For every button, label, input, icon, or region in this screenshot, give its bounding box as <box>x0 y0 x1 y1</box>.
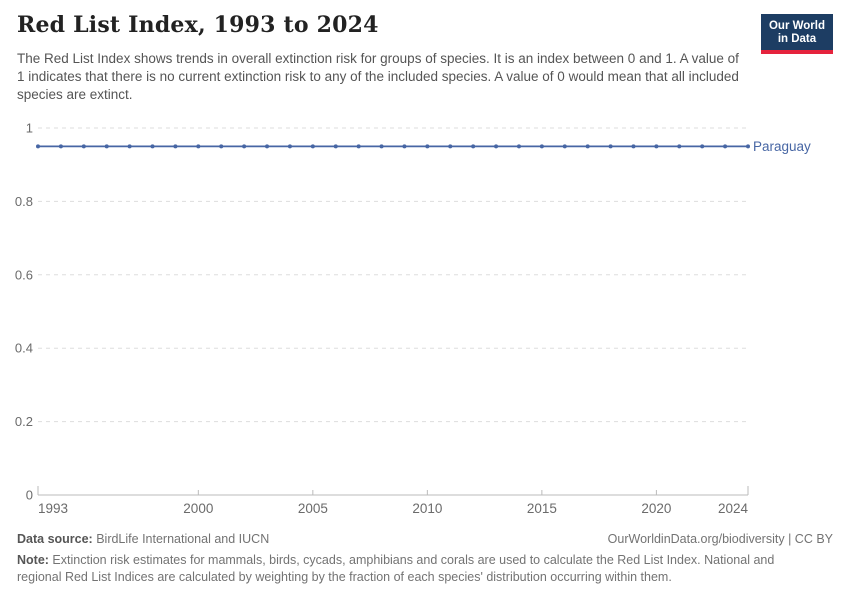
data-point-2012[interactable] <box>471 144 476 149</box>
note-label: Note: <box>17 553 49 567</box>
x-tick-label: 2010 <box>412 501 442 516</box>
data-source: Data source: BirdLife International and … <box>17 531 269 548</box>
data-point-2020[interactable] <box>654 144 659 149</box>
data-point-1998[interactable] <box>150 144 155 149</box>
data-point-2003[interactable] <box>265 144 270 149</box>
data-point-1994[interactable] <box>58 144 63 149</box>
y-tick-label: 0.8 <box>15 194 33 209</box>
data-point-2010[interactable] <box>425 144 430 149</box>
owid-logo[interactable]: Our World in Data <box>760 14 833 54</box>
y-tick-label: 0.4 <box>15 341 33 356</box>
x-tick-label: 2024 <box>718 501 749 516</box>
data-point-2019[interactable] <box>631 144 636 149</box>
y-tick-label: 1 <box>26 121 33 136</box>
note-value: Extinction risk estimates for mammals, b… <box>17 553 775 584</box>
x-tick-label: 1993 <box>38 501 68 516</box>
data-point-1999[interactable] <box>173 144 178 149</box>
data-point-2023[interactable] <box>723 144 728 149</box>
x-tick-label: 2020 <box>641 501 671 516</box>
data-point-1997[interactable] <box>127 144 132 149</box>
x-tick-label: 2015 <box>527 501 557 516</box>
data-point-1995[interactable] <box>81 144 86 149</box>
data-point-2008[interactable] <box>379 144 384 149</box>
data-point-2013[interactable] <box>494 144 499 149</box>
data-point-2009[interactable] <box>402 144 407 149</box>
data-point-2004[interactable] <box>287 144 292 149</box>
chart-note: Note: Extinction risk estimates for mamm… <box>17 552 813 586</box>
y-tick-label: 0 <box>26 488 33 503</box>
data-point-2017[interactable] <box>585 144 590 149</box>
y-tick-label: 0.2 <box>15 414 33 429</box>
data-point-2005[interactable] <box>310 144 315 149</box>
y-tick-label: 0.6 <box>15 267 33 282</box>
data-point-2011[interactable] <box>448 144 453 149</box>
series-label-paraguay[interactable]: Paraguay <box>753 139 811 154</box>
data-point-2024[interactable] <box>746 144 750 149</box>
data-source-value: BirdLife International and IUCN <box>92 532 270 546</box>
data-point-2014[interactable] <box>516 144 521 149</box>
x-tick-label: 2005 <box>298 501 328 516</box>
data-point-2000[interactable] <box>196 144 201 149</box>
data-point-2022[interactable] <box>700 144 705 149</box>
page-title: Red List Index, 1993 to 2024 <box>17 12 379 38</box>
owid-logo-line2: in Data <box>777 33 817 45</box>
data-point-2001[interactable] <box>219 144 224 149</box>
data-point-2018[interactable] <box>608 144 613 149</box>
citation-link[interactable]: OurWorldinData.org/biodiversity | CC BY <box>607 532 833 546</box>
owid-logo-line1: Our World <box>768 20 825 32</box>
data-source-label: Data source: <box>17 532 93 546</box>
chart-subtitle: The Red List Index shows trends in overa… <box>17 51 739 102</box>
data-point-2021[interactable] <box>677 144 682 149</box>
data-point-2006[interactable] <box>333 144 338 149</box>
data-point-2016[interactable] <box>562 144 567 149</box>
data-point-2015[interactable] <box>539 144 544 149</box>
x-tick-label: 2000 <box>183 501 213 516</box>
data-point-1993[interactable] <box>36 144 40 149</box>
data-point-2007[interactable] <box>356 144 361 149</box>
data-point-1996[interactable] <box>104 144 109 149</box>
chart-footer: Data source: BirdLife International and … <box>17 531 833 586</box>
data-point-2002[interactable] <box>242 144 247 149</box>
